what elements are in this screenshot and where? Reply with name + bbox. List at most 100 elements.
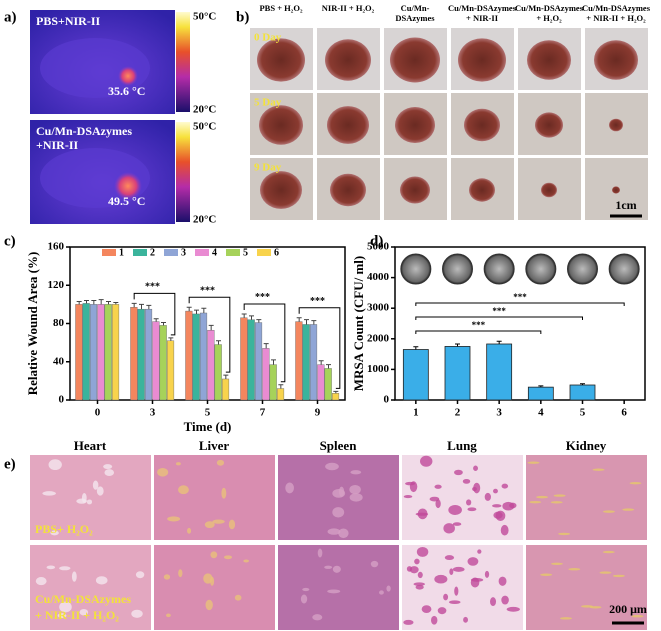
tissue-feature	[187, 527, 192, 534]
tissue-feature	[429, 496, 440, 502]
column-header: + H₂O₂	[536, 13, 562, 23]
column-header: Cu/Mn-	[401, 3, 430, 13]
row-label: PBS+ H₂O₂	[35, 522, 93, 536]
error-bar	[263, 343, 269, 349]
significance-bracket	[243, 303, 286, 383]
tissue-feature	[592, 468, 605, 471]
tissue-feature	[386, 585, 391, 592]
tissue-feature	[536, 495, 549, 499]
tissue-image	[154, 545, 275, 630]
wound	[464, 108, 500, 142]
tissue-feature	[444, 555, 455, 561]
tissue-feature	[622, 508, 635, 511]
error-bar	[186, 306, 192, 312]
tissue-feature	[631, 615, 644, 618]
panel-label: a)	[4, 9, 17, 25]
tissue-feature	[443, 523, 455, 534]
bar	[185, 310, 193, 401]
bar	[240, 317, 248, 401]
significance-label: ***	[472, 320, 486, 330]
tissue-feature	[449, 568, 454, 576]
column-header: Kidney	[566, 438, 607, 453]
error-bar	[84, 300, 89, 304]
tissue-feature	[203, 573, 213, 584]
bar	[302, 324, 310, 401]
legend-label: 3	[181, 247, 186, 258]
wound	[609, 118, 623, 132]
tissue-feature	[216, 459, 225, 466]
tissue-feature	[540, 573, 553, 576]
tissue-feature	[95, 576, 108, 585]
tissue-feature	[48, 459, 62, 471]
tissue-feature	[589, 606, 602, 609]
tissue-feature	[454, 469, 463, 476]
error-bar	[113, 301, 119, 305]
tissue-feature	[413, 582, 426, 586]
tissue-feature	[35, 577, 47, 586]
significance-label: ***	[255, 292, 270, 303]
error-bar	[256, 319, 262, 323]
tissue-feature	[86, 499, 93, 505]
scale-min: 20°C	[193, 214, 216, 226]
tissue-feature	[416, 546, 429, 557]
column-header: Cu/Mn-DSAzymes	[582, 3, 651, 13]
tissue-feature	[302, 587, 310, 592]
tissue-feature	[501, 483, 509, 489]
error-bar	[201, 307, 207, 313]
tissue-image	[154, 455, 275, 540]
bar	[269, 364, 277, 401]
tissue-feature	[421, 605, 432, 613]
petri-dish	[525, 253, 557, 285]
column-header: Cu/Mn-DSAzymes	[448, 3, 517, 13]
tissue-feature	[493, 488, 498, 494]
tissue-feature	[550, 501, 563, 504]
legend-label: 6	[274, 247, 279, 258]
wound	[390, 37, 440, 83]
tissue-feature	[462, 478, 471, 484]
tissue-feature	[492, 504, 502, 508]
petri-dish	[567, 253, 598, 285]
legend-label: 2	[150, 247, 155, 258]
error-bar	[194, 309, 199, 314]
bar	[486, 343, 513, 401]
row-label: 0 Day	[254, 32, 282, 44]
hot-spot	[114, 172, 142, 200]
tissue-feature	[417, 571, 423, 579]
tissue-feature	[602, 510, 615, 513]
bar	[402, 349, 429, 401]
tissue-feature	[57, 613, 67, 618]
tissue-feature	[527, 461, 540, 464]
error-bar	[580, 383, 585, 386]
error-bar	[146, 304, 152, 310]
bar	[317, 364, 325, 401]
tissue-feature	[325, 462, 339, 471]
tissue-feature	[452, 522, 462, 526]
tissue-feature	[103, 464, 113, 470]
row-label: + NIR-II + H₂O₂	[35, 608, 119, 622]
tissue-feature	[167, 516, 181, 522]
y-tick-label: 160	[48, 241, 65, 253]
panel-label: c)	[4, 233, 16, 249]
error-bar	[271, 359, 276, 365]
error-bar	[318, 360, 324, 365]
petri-dish	[442, 253, 473, 285]
legend-swatch	[195, 249, 209, 256]
error-bar	[326, 364, 331, 369]
tissue-feature	[332, 507, 345, 518]
significance-bracket	[415, 302, 625, 306]
bar	[111, 304, 120, 401]
legend-label: 1	[119, 247, 124, 258]
petri-dish	[400, 253, 432, 285]
tissue-feature	[506, 606, 520, 612]
tissue-feature	[529, 500, 542, 504]
bar	[444, 346, 471, 401]
panel-label: b)	[236, 9, 249, 25]
scale-max: 50°C	[193, 121, 216, 133]
color-bar	[176, 122, 190, 222]
tissue-feature	[71, 571, 77, 582]
bar	[144, 308, 153, 401]
tissue-feature	[312, 614, 323, 621]
y-tick-label: 80	[53, 317, 65, 329]
y-tick-label: 3000	[367, 302, 390, 314]
